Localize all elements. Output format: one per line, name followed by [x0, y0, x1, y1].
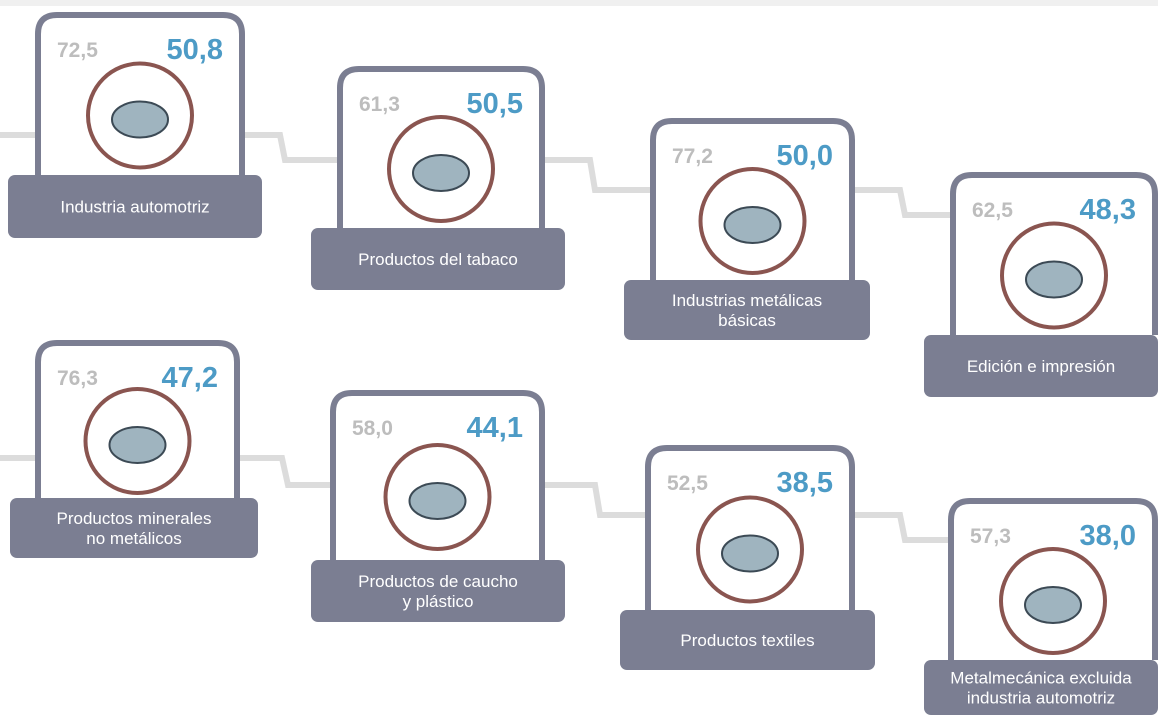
- value-after: 48,3: [1080, 194, 1136, 226]
- value-after: 50,8: [167, 34, 223, 66]
- label-box: [924, 335, 1158, 397]
- connector: [240, 455, 330, 488]
- card-label: básicas: [718, 311, 776, 330]
- card-label: Industrias metálicas: [672, 291, 822, 310]
- value-before: 58,0: [352, 417, 393, 440]
- icon: [108, 426, 167, 464]
- top-band: [0, 0, 1158, 6]
- value-before: 72,5: [57, 39, 98, 62]
- value-before: 57,3: [970, 525, 1011, 548]
- card-label: Edición e impresión: [967, 357, 1115, 376]
- label-box: [311, 560, 565, 622]
- icon: [1025, 260, 1083, 299]
- value-after: 38,5: [777, 467, 833, 499]
- icon: [412, 154, 470, 192]
- value-after: 47,2: [162, 362, 218, 394]
- card-label: Metalmecánica excluida: [950, 669, 1132, 688]
- connector: [855, 512, 948, 543]
- card-label: industria automotriz: [967, 689, 1115, 708]
- connector: [545, 157, 650, 193]
- connector: [545, 482, 645, 518]
- value-after: 50,0: [777, 140, 833, 172]
- card-label: no metálicos: [86, 529, 181, 548]
- value-after: 50,5: [467, 88, 523, 120]
- value-before: 76,3: [57, 367, 98, 390]
- label-box: [311, 228, 565, 290]
- card-label: Industria automotriz: [60, 198, 209, 217]
- card: 52,5 38,5 Productos textiles: [620, 445, 875, 670]
- value-before: 62,5: [972, 199, 1013, 222]
- connector: [855, 187, 950, 218]
- label-box: [10, 498, 258, 558]
- label-box: [620, 610, 875, 670]
- card: 62,5 48,3 Edición e impresión: [924, 172, 1158, 397]
- icon: [111, 100, 169, 139]
- icon: [1024, 586, 1082, 624]
- value-before: 77,2: [672, 145, 713, 168]
- card-label: Productos minerales: [57, 509, 212, 528]
- card-label: Productos textiles: [680, 631, 814, 650]
- icon: [723, 206, 782, 244]
- value-before: 52,5: [667, 472, 708, 495]
- value-after: 38,0: [1080, 520, 1136, 552]
- card-label: y plástico: [403, 592, 474, 611]
- card-label: Productos de caucho: [358, 572, 518, 591]
- card: 72,5 50,8 Industria automotriz: [8, 12, 262, 238]
- card-label: Productos del tabaco: [358, 250, 518, 269]
- card: 57,3 38,0 Metalmecánica excluidaindustria …: [924, 498, 1158, 715]
- icon: [721, 534, 779, 573]
- label-box: [924, 660, 1158, 715]
- value-before: 61,3: [359, 93, 400, 116]
- icon: [408, 482, 467, 520]
- card: 61,3 50,5 Productos del tabaco: [311, 66, 565, 290]
- value-after: 44,1: [467, 412, 523, 444]
- label-box: [624, 280, 870, 340]
- label-box: [8, 175, 262, 238]
